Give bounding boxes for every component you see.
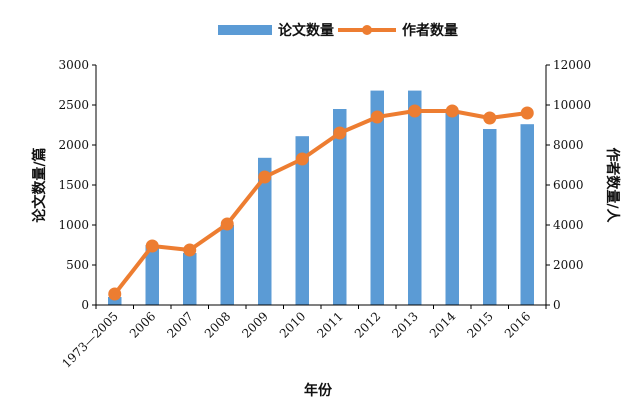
point-2013 — [408, 104, 422, 118]
right-tick-label: 0 — [553, 298, 561, 312]
x-axis-ticks: 1973—2005 2006 2007 2008 2009 2010 2011 2012 201… — [59, 305, 547, 371]
right-tick-label: 6000 — [553, 178, 584, 192]
bar-series — [108, 90, 534, 305]
line-points — [108, 104, 534, 301]
left-tick-label: 500 — [66, 258, 89, 272]
bar-2012 — [370, 90, 384, 305]
x-tick-label: 2009 — [239, 309, 270, 340]
legend: 论文数量 作者数量 — [218, 22, 458, 39]
bar-2014 — [445, 110, 459, 305]
point-2007 — [183, 243, 197, 257]
x-tick-label: 2011 — [314, 309, 345, 340]
point-2006 — [145, 239, 159, 253]
point-1973—2005 — [108, 287, 122, 301]
left-axis-title: 论文数量/篇 — [31, 147, 48, 222]
x-tick-label: 2016 — [502, 309, 533, 340]
bar-2006 — [145, 245, 159, 305]
bar-2007 — [183, 253, 197, 305]
bar-1973—2005 — [108, 297, 122, 305]
point-2008 — [220, 217, 234, 231]
point-2009 — [258, 170, 272, 184]
left-tick-label: 1000 — [58, 218, 89, 232]
bar-2011 — [333, 109, 347, 305]
point-2011 — [333, 126, 347, 140]
right-axis-ticks: 0 2000 4000 6000 8000 10000 12000 — [546, 58, 591, 312]
bar-2013 — [408, 90, 422, 305]
line-series — [113, 109, 528, 296]
left-tick-label: 0 — [81, 298, 89, 312]
right-tick-label: 8000 — [553, 138, 584, 152]
x-tick-label: 2013 — [389, 309, 420, 340]
left-tick-label: 3000 — [58, 58, 89, 72]
bar-2010 — [295, 136, 309, 305]
x-tick-label: 2006 — [127, 309, 158, 340]
right-tick-label: 12000 — [553, 58, 591, 72]
point-2012 — [370, 110, 384, 124]
bar-2016 — [520, 124, 534, 305]
right-tick-label: 4000 — [553, 218, 584, 232]
legend-line-label: 作者数量 — [402, 22, 458, 39]
bar-2008 — [220, 225, 234, 305]
left-tick-label: 1500 — [58, 178, 89, 192]
legend-bar-swatch — [218, 25, 272, 35]
point-2014 — [445, 104, 459, 118]
x-tick-label: 2008 — [202, 309, 233, 340]
x-tick-label: 2012 — [352, 309, 383, 340]
bar-2015 — [483, 129, 497, 305]
point-2015 — [483, 111, 497, 125]
x-tick-label: 2007 — [164, 309, 195, 340]
left-tick-label: 2500 — [58, 98, 89, 112]
point-2016 — [520, 106, 534, 120]
left-axis-ticks: 0 500 1000 1500 2000 2500 3000 — [58, 58, 96, 312]
right-tick-label: 2000 — [553, 258, 584, 272]
legend-line-marker — [362, 25, 372, 35]
left-tick-label: 2000 — [58, 138, 89, 152]
x-tick-label: 2010 — [277, 309, 308, 340]
x-tick-label: 2014 — [427, 309, 459, 341]
right-tick-label: 10000 — [553, 98, 591, 112]
bar-2009 — [258, 157, 272, 305]
axes — [95, 65, 547, 306]
x-tick-label: 1973—2005 — [59, 309, 121, 371]
x-tick-label: 2015 — [464, 309, 495, 340]
right-axis-title: 作者数量/人 — [604, 147, 621, 223]
point-2010 — [295, 152, 309, 166]
x-axis-title: 年份 — [304, 382, 333, 399]
legend-bar-label: 论文数量 — [278, 22, 334, 39]
author-line — [113, 109, 528, 296]
